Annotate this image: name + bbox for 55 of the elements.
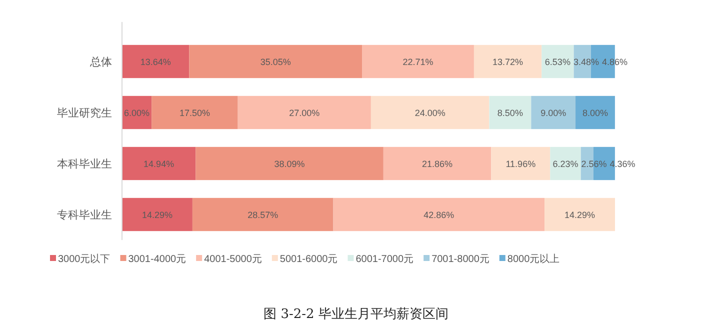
y-tick-label: 专科毕业生: [57, 208, 112, 222]
bar: [544, 198, 615, 232]
bar: [122, 198, 192, 232]
data-label: 9.00%: [540, 108, 566, 118]
bar: [238, 96, 371, 130]
data-label: 6.00%: [124, 108, 150, 118]
data-label: 13.64%: [140, 57, 171, 67]
y-tick-label: 本科毕业生: [57, 158, 112, 170]
legend-label: 8000元以上: [507, 253, 560, 265]
bar: [192, 198, 334, 232]
bar: [196, 146, 384, 180]
data-label: 22.71%: [402, 57, 434, 67]
data-label: 3.48%: [573, 57, 599, 67]
bar: [491, 146, 550, 180]
legend-label: 7001-8000元: [432, 254, 490, 265]
bar: [189, 44, 362, 78]
y-tick-label: 毕业研究生: [57, 106, 112, 120]
bar: [152, 96, 238, 130]
y-tick-label: 总体: [89, 56, 112, 68]
data-label: 42.86%: [424, 210, 454, 220]
bar: [550, 146, 581, 180]
bar: [531, 96, 576, 130]
data-label: 11.96%: [506, 159, 536, 169]
data-label: 8.00%: [582, 108, 608, 118]
text: 图 3-2-2 毕业生月平均薪资区间: [264, 307, 448, 322]
bar: [362, 44, 474, 78]
legend-label: 5001-6000元: [280, 254, 338, 265]
bar: [122, 146, 196, 180]
data-label: 38.09%: [274, 159, 305, 169]
data-label: 21.86%: [422, 159, 453, 169]
data-label: 6.23%: [552, 159, 578, 169]
bar: [333, 198, 545, 232]
bar: [489, 96, 532, 130]
legend-label: 3000元以下: [58, 253, 110, 265]
data-label: 14.94%: [144, 159, 174, 169]
legend-label: 6001-7000元: [356, 254, 414, 265]
data-label: 14.29%: [564, 210, 596, 220]
data-label: 24.00%: [414, 108, 446, 118]
data-label: 2.56%: [581, 159, 607, 169]
data-label: 35.05%: [260, 57, 291, 67]
data-label: 13.72%: [492, 57, 524, 67]
bar: [542, 44, 574, 78]
data-label: 6.53%: [544, 57, 570, 67]
bar: [474, 44, 542, 78]
data-label: 27.00%: [289, 108, 320, 118]
data-label: 17.50%: [179, 108, 210, 118]
bar: [383, 146, 492, 180]
data-label: 28.57%: [248, 210, 278, 220]
data-label: 8.50%: [497, 108, 523, 118]
data-label: 14.29%: [142, 210, 172, 220]
legend-label: 3001-4000元: [128, 254, 186, 265]
bar: [122, 44, 190, 78]
bar: [370, 96, 490, 130]
legend-label: 4001-5000元: [204, 254, 262, 265]
bar: [576, 96, 615, 130]
